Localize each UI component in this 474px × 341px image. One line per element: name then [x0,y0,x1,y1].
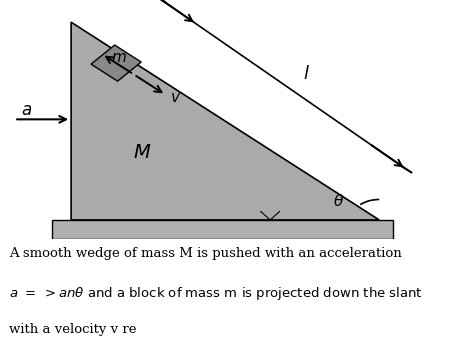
Text: A smooth wedge of mass M is pushed with an acceleration: A smooth wedge of mass M is pushed with … [9,247,402,260]
Text: with a velocity v re: with a velocity v re [9,323,137,336]
Bar [52,220,393,239]
Text: $m$: $m$ [110,51,127,65]
Text: $v$: $v$ [170,91,181,105]
Text: $a\ =\ >an\theta$ and a block of mass m is projected down the slant: $a\ =\ >an\theta$ and a block of mass m … [9,285,423,302]
Text: $M$: $M$ [133,145,151,162]
Text: $l$: $l$ [303,64,310,83]
Polygon shape [71,22,379,220]
Text: $\theta$: $\theta$ [333,193,345,209]
Polygon shape [91,45,141,81]
Text: $a$: $a$ [20,102,32,119]
